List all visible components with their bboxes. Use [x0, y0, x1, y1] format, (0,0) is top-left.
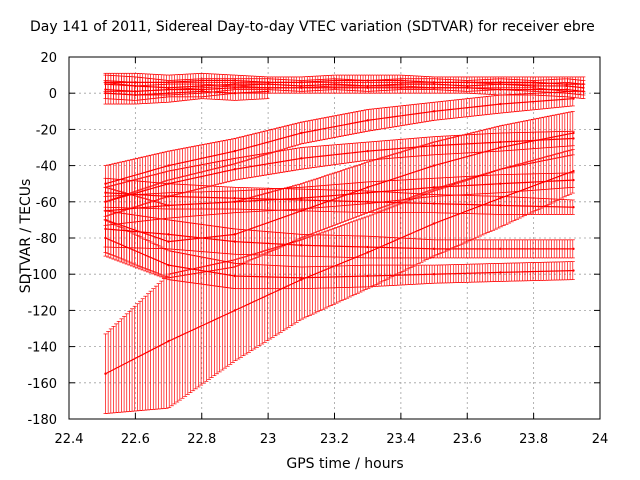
- data-point: [233, 149, 237, 153]
- y-tick-label: -180: [27, 413, 57, 428]
- data-point: [366, 245, 369, 249]
- data-point: [233, 240, 237, 243]
- y-tick-label: -20: [36, 123, 57, 138]
- data-point: [300, 157, 303, 160]
- series-line: [105, 170, 573, 375]
- data-series-8: [103, 219, 575, 290]
- data-point: [432, 247, 436, 251]
- data-point: [233, 168, 237, 171]
- data-point: [499, 102, 502, 106]
- x-tick-label: 23.8: [519, 432, 548, 447]
- x-tick-label: 23.4: [386, 432, 415, 447]
- series-line: [105, 192, 573, 208]
- data-point: [432, 273, 436, 276]
- data-point: [432, 144, 436, 147]
- data-point: [300, 276, 303, 280]
- series-line: [105, 98, 573, 185]
- x-tick-label: 23.6: [453, 432, 482, 447]
- data-point: [300, 131, 303, 135]
- y-tick-label: -100: [27, 268, 57, 283]
- data-point: [104, 191, 107, 194]
- y-tick-label: -120: [27, 304, 57, 319]
- x-tick-label: 22.4: [55, 432, 84, 447]
- data-point: [300, 198, 303, 202]
- data-point: [499, 271, 502, 274]
- data-point: [572, 206, 575, 209]
- data-point: [432, 202, 436, 205]
- data-point: [167, 263, 170, 267]
- data-point: [104, 372, 107, 375]
- x-tick-label: 22.6: [121, 432, 150, 447]
- data-point: [499, 140, 502, 144]
- y-tick-label: -140: [27, 341, 57, 356]
- x-tick-label: 23.2: [320, 432, 349, 447]
- data-point: [432, 186, 436, 189]
- data-point: [499, 204, 502, 207]
- data-point: [432, 110, 436, 113]
- data-point: [499, 182, 502, 185]
- y-tick-label: 0: [49, 87, 57, 102]
- data-point: [300, 244, 303, 247]
- data-point: [572, 269, 575, 272]
- data-point: [366, 149, 369, 153]
- y-tick-label: -60: [36, 196, 57, 211]
- series-line: [105, 137, 573, 203]
- chart-title: Day 141 of 2011, Sidereal Day-to-day VTE…: [30, 19, 595, 35]
- data-point: [167, 195, 170, 198]
- data-point: [432, 164, 436, 167]
- y-tick-label: 20: [40, 51, 57, 66]
- x-tick-label: 24: [592, 432, 609, 447]
- x-tick-label: 22.8: [187, 432, 216, 447]
- y-tick-label: -160: [27, 377, 57, 392]
- data-point: [432, 222, 436, 225]
- data-point: [572, 169, 575, 173]
- series-line: [105, 237, 573, 279]
- data-point: [572, 178, 575, 182]
- data-point: [366, 274, 369, 278]
- data-point: [233, 196, 237, 200]
- data-point: [233, 274, 237, 278]
- data-series-6: [103, 177, 575, 215]
- x-tick-label: 23: [260, 432, 277, 447]
- data-point: [167, 233, 170, 236]
- plot-frame: [68, 56, 601, 420]
- data-point: [499, 247, 502, 251]
- y-tick-label: -80: [36, 232, 57, 247]
- data-point: [233, 309, 237, 312]
- data-point: [572, 137, 575, 140]
- data-point: [104, 236, 107, 240]
- data-point: [572, 247, 575, 251]
- data-point: [366, 119, 369, 122]
- data-point: [167, 339, 170, 343]
- series-line: [105, 228, 573, 250]
- data-series-4: [103, 130, 575, 217]
- data-point: [366, 200, 369, 203]
- y-tick-label: -40: [36, 160, 57, 175]
- data-point: [167, 164, 170, 167]
